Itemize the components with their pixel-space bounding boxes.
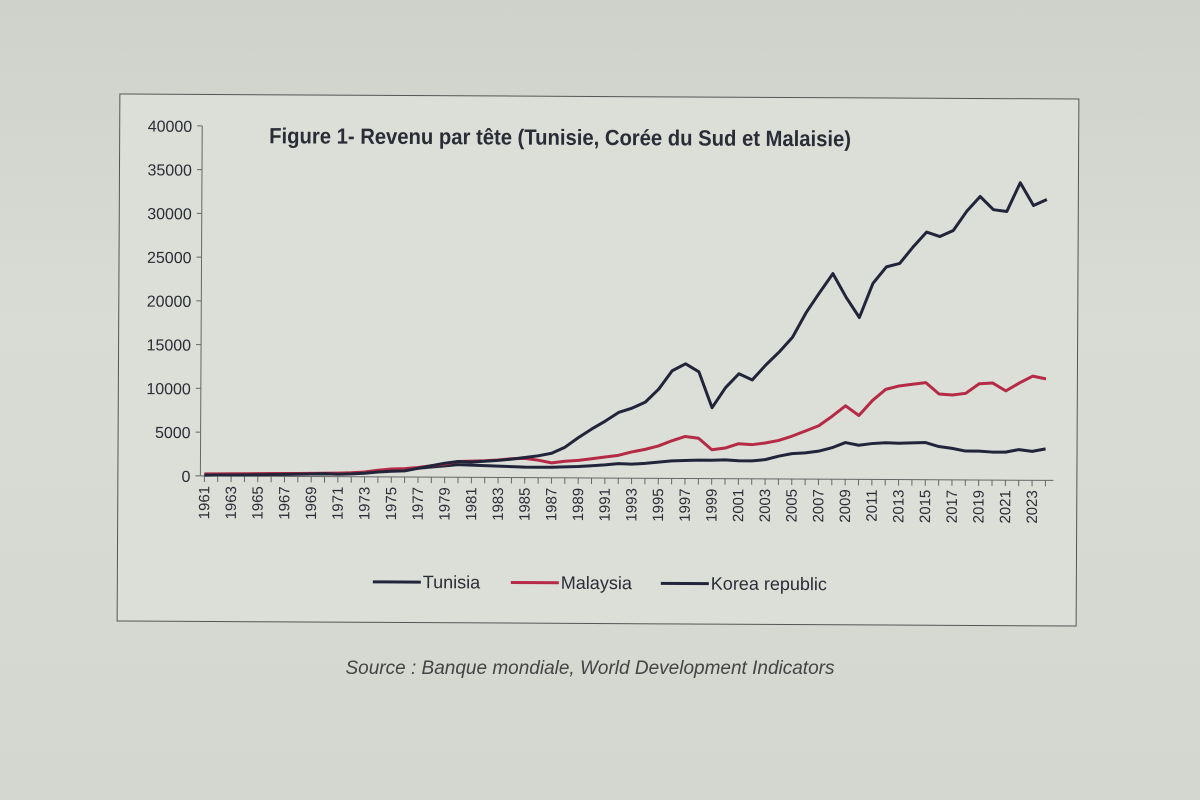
- y-tick-label: 25000: [147, 250, 192, 267]
- chart-frame: Figure 1- Revenu par tête (Tunisie, Coré…: [116, 93, 1080, 627]
- x-tick-label: 1991: [597, 488, 614, 521]
- y-tick-label: 40000: [148, 119, 193, 136]
- x-tick-label: 1995: [650, 488, 667, 521]
- x-tick-label: 2009: [837, 489, 854, 522]
- x-tick-label: 2013: [890, 490, 907, 523]
- chart-title: Figure 1- Revenu par tête (Tunisie, Coré…: [269, 125, 851, 152]
- x-tick-label: 2023: [1024, 490, 1041, 523]
- series-line-malaysia: [204, 374, 1047, 476]
- x-tick-label: 2007: [810, 489, 827, 522]
- series-line-korea-republic: [204, 181, 1048, 477]
- x-tick-label: 2011: [864, 489, 881, 521]
- y-tick-label: 5000: [155, 425, 191, 442]
- x-tick-label: 1969: [303, 486, 320, 519]
- legend-label: Malaysia: [561, 573, 633, 593]
- x-tick-label: 1997: [677, 488, 694, 521]
- x-tick-label: 1985: [517, 488, 534, 521]
- x-tick-label: 1961: [196, 486, 213, 519]
- x-tick-label: 2021: [997, 490, 1014, 523]
- x-tick-label: 1963: [223, 486, 240, 519]
- x-tick-label: 1999: [703, 489, 720, 522]
- x-tick-label: 1993: [623, 488, 640, 521]
- x-tick-label: 1987: [543, 488, 560, 521]
- x-tick-label: 2015: [917, 490, 934, 523]
- line-chart: Figure 1- Revenu par tête (Tunisie, Coré…: [146, 119, 1054, 595]
- y-tick-label: 30000: [147, 206, 192, 223]
- x-tick-label: 1973: [356, 487, 373, 520]
- y-tick-label: 15000: [147, 337, 192, 354]
- x-tick-label: 1989: [570, 488, 587, 521]
- x-tick-label: 2019: [970, 490, 987, 523]
- y-tick-label: 10000: [146, 381, 191, 398]
- source-note: Source : Banque mondiale, World Developm…: [345, 658, 835, 679]
- x-tick-label: 1975: [383, 487, 400, 520]
- legend-label: Tunisia: [423, 572, 481, 592]
- x-tick-label: 1965: [250, 486, 267, 519]
- x-tick-label: 1977: [410, 487, 427, 520]
- x-tick-label: 2001: [730, 489, 747, 522]
- y-tick-label: 20000: [147, 294, 192, 311]
- y-tick-label: 35000: [147, 162, 192, 179]
- x-tick-label: 1979: [436, 487, 453, 520]
- x-tick-label: 1983: [490, 487, 507, 520]
- x-tick-label: 2017: [944, 490, 961, 523]
- x-tick-label: 1971: [330, 487, 347, 520]
- legend-label: Korea republic: [711, 574, 827, 595]
- x-tick-label: 2003: [757, 489, 774, 522]
- x-tick-label: 2005: [784, 489, 801, 522]
- x-tick-label: 1967: [276, 486, 293, 519]
- y-tick-label: 0: [181, 469, 190, 486]
- x-axis: [200, 475, 1054, 481]
- x-tick-label: 1981: [463, 487, 480, 520]
